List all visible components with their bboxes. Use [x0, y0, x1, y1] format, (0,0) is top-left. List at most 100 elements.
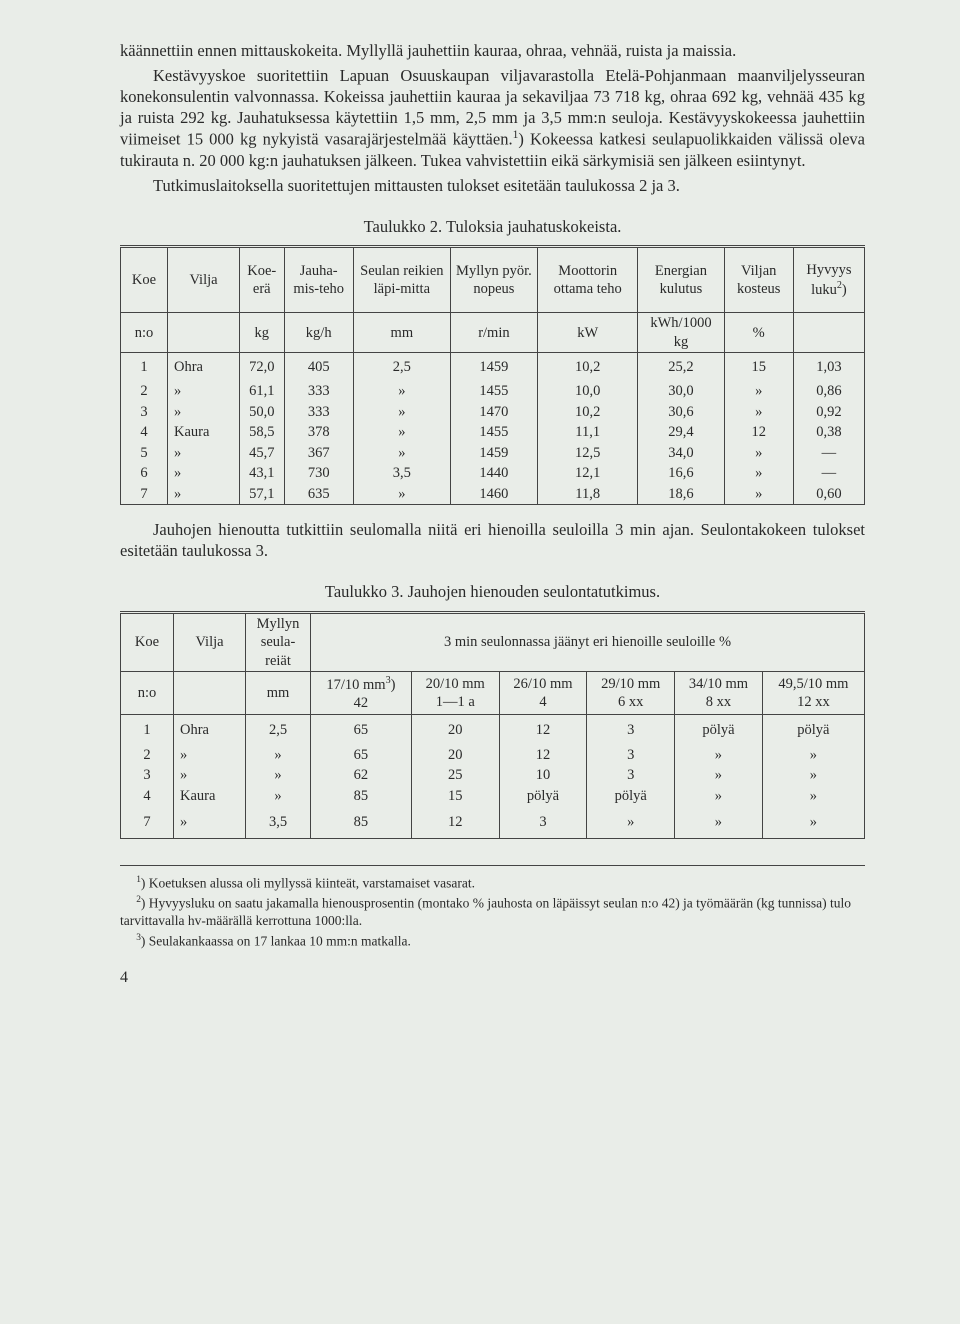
table-cell: 10,2: [538, 353, 638, 381]
table-cell: »: [675, 786, 763, 807]
table-cell: »: [174, 765, 246, 786]
table-row: 4Kaura»8515pölyäpölyä»»: [121, 786, 865, 807]
table-cell: 0,38: [793, 422, 864, 443]
table-row: 7»57,1635»146011,818,6»0,60: [121, 484, 865, 505]
table-cell: Ohra: [174, 715, 246, 745]
t3-h-span: 3 min seulonnassa jäänyt eri hienoille s…: [311, 612, 865, 672]
t2-h-moottorin: Moottorin ottama teho: [538, 247, 638, 313]
footnote-1: 1) Koetuksen alussa oli myllyssä kiinteä…: [120, 874, 865, 892]
t2-h-vilja: Vilja: [168, 247, 240, 313]
table-cell: 1455: [450, 422, 537, 443]
table-cell: 25,2: [638, 353, 724, 381]
mid-paragraph: Jauhojen hienoutta tutkittiin seulomalla…: [120, 519, 865, 561]
table-cell: 25: [411, 765, 499, 786]
table-cell: »: [762, 765, 864, 786]
table-cell: 30,0: [638, 381, 724, 402]
t3-u-c4: 29/10 mm6 xx: [587, 672, 675, 715]
t2-u-mm: mm: [353, 313, 450, 353]
table-cell: 7: [121, 806, 174, 838]
footnote-2: 2) Hyvyysluku on saatu jakamalla hienous…: [120, 894, 865, 930]
t2-h-seulan: Seulan reikien läpi-mitta: [353, 247, 450, 313]
t2-h-energian: Energian kulutus: [638, 247, 724, 313]
table-cell: 3: [121, 765, 174, 786]
table-cell: 62: [311, 765, 412, 786]
table-row: 1Ohra2,56520123pölyäpölyä: [121, 715, 865, 745]
table-cell: 11,8: [538, 484, 638, 505]
table-cell: 0,60: [793, 484, 864, 505]
table-row: 3»50,0333»147010,230,6»0,92: [121, 402, 865, 423]
table-cell: 10,0: [538, 381, 638, 402]
table-cell: 1: [121, 353, 168, 381]
table-cell: 1459: [450, 443, 537, 464]
table-cell: 12: [724, 422, 793, 443]
body-paragraph-3: Tutkimuslaitoksella suoritettujen mittau…: [120, 175, 865, 196]
t2-h-hyvyys: Hyvyys luku2): [793, 247, 864, 313]
table-cell: »: [762, 745, 864, 766]
table-cell: »: [168, 443, 240, 464]
table-cell: 1460: [450, 484, 537, 505]
table-cell: 18,6: [638, 484, 724, 505]
table-cell: »: [762, 786, 864, 807]
table-cell: »: [587, 806, 675, 838]
table-cell: 15: [411, 786, 499, 807]
table-cell: »: [353, 381, 450, 402]
table-cell: »: [168, 381, 240, 402]
table-cell: »: [168, 402, 240, 423]
t3-u-mm: mm: [246, 672, 311, 715]
table-cell: 333: [284, 381, 353, 402]
t2-h-jauha: Jauha-mis-teho: [284, 247, 353, 313]
t2-u-empty1: [168, 313, 240, 353]
table-cell: 10: [499, 765, 587, 786]
table-row: 1Ohra72,04052,5145910,225,2151,03: [121, 353, 865, 381]
t3-u-c6: 49,5/10 mm12 xx: [762, 672, 864, 715]
table-cell: 367: [284, 443, 353, 464]
table-cell: »: [353, 422, 450, 443]
table-cell: 85: [311, 786, 412, 807]
t2-h-koeera: Koe-erä: [240, 247, 285, 313]
table-cell: 4: [121, 422, 168, 443]
table-cell: 43,1: [240, 463, 285, 484]
table-cell: 3: [587, 715, 675, 745]
table-cell: »: [675, 806, 763, 838]
t2-h-koe: Koe: [121, 247, 168, 313]
t3-u-c2: 20/10 mm1—1 a: [411, 672, 499, 715]
table-cell: 29,4: [638, 422, 724, 443]
table-cell: 72,0: [240, 353, 285, 381]
table-cell: 1: [121, 715, 174, 745]
t2-u-kwh: kWh/1000 kg: [638, 313, 724, 353]
table-cell: 10,2: [538, 402, 638, 423]
table-cell: 45,7: [240, 443, 285, 464]
table-cell: 2,5: [353, 353, 450, 381]
table-cell: »: [168, 484, 240, 505]
table-cell: Kaura: [168, 422, 240, 443]
table-cell: 20: [411, 715, 499, 745]
table-cell: 1455: [450, 381, 537, 402]
table-cell: 58,5: [240, 422, 285, 443]
table-cell: 34,0: [638, 443, 724, 464]
t3-h-myllyn: Myllyn seula-reiät: [246, 612, 311, 672]
t2-h-viljan: Viljan kosteus: [724, 247, 793, 313]
t3-u-c1: 17/10 mm3)42: [311, 672, 412, 715]
table-cell: 0,86: [793, 381, 864, 402]
table-cell: 12: [499, 715, 587, 745]
table-cell: 3,5: [353, 463, 450, 484]
table-cell: 1440: [450, 463, 537, 484]
table-cell: 405: [284, 353, 353, 381]
table-cell: 1459: [450, 353, 537, 381]
table-cell: »: [675, 765, 763, 786]
t3-h-koe: Koe: [121, 612, 174, 672]
table-cell: »: [168, 463, 240, 484]
table-row: 5»45,7367»145912,534,0»—: [121, 443, 865, 464]
table-cell: 5: [121, 443, 168, 464]
table-cell: 12,5: [538, 443, 638, 464]
table-cell: »: [353, 484, 450, 505]
t2-u-no: n:o: [121, 313, 168, 353]
table-cell: »: [246, 745, 311, 766]
t3-u-c3: 26/10 mm4: [499, 672, 587, 715]
table-cell: »: [724, 381, 793, 402]
t2-u-kgh: kg/h: [284, 313, 353, 353]
table-cell: »: [353, 443, 450, 464]
table-cell: 2,5: [246, 715, 311, 745]
footnotes-block: 1) Koetuksen alussa oli myllyssä kiinteä…: [120, 865, 865, 950]
table-cell: 65: [311, 745, 412, 766]
